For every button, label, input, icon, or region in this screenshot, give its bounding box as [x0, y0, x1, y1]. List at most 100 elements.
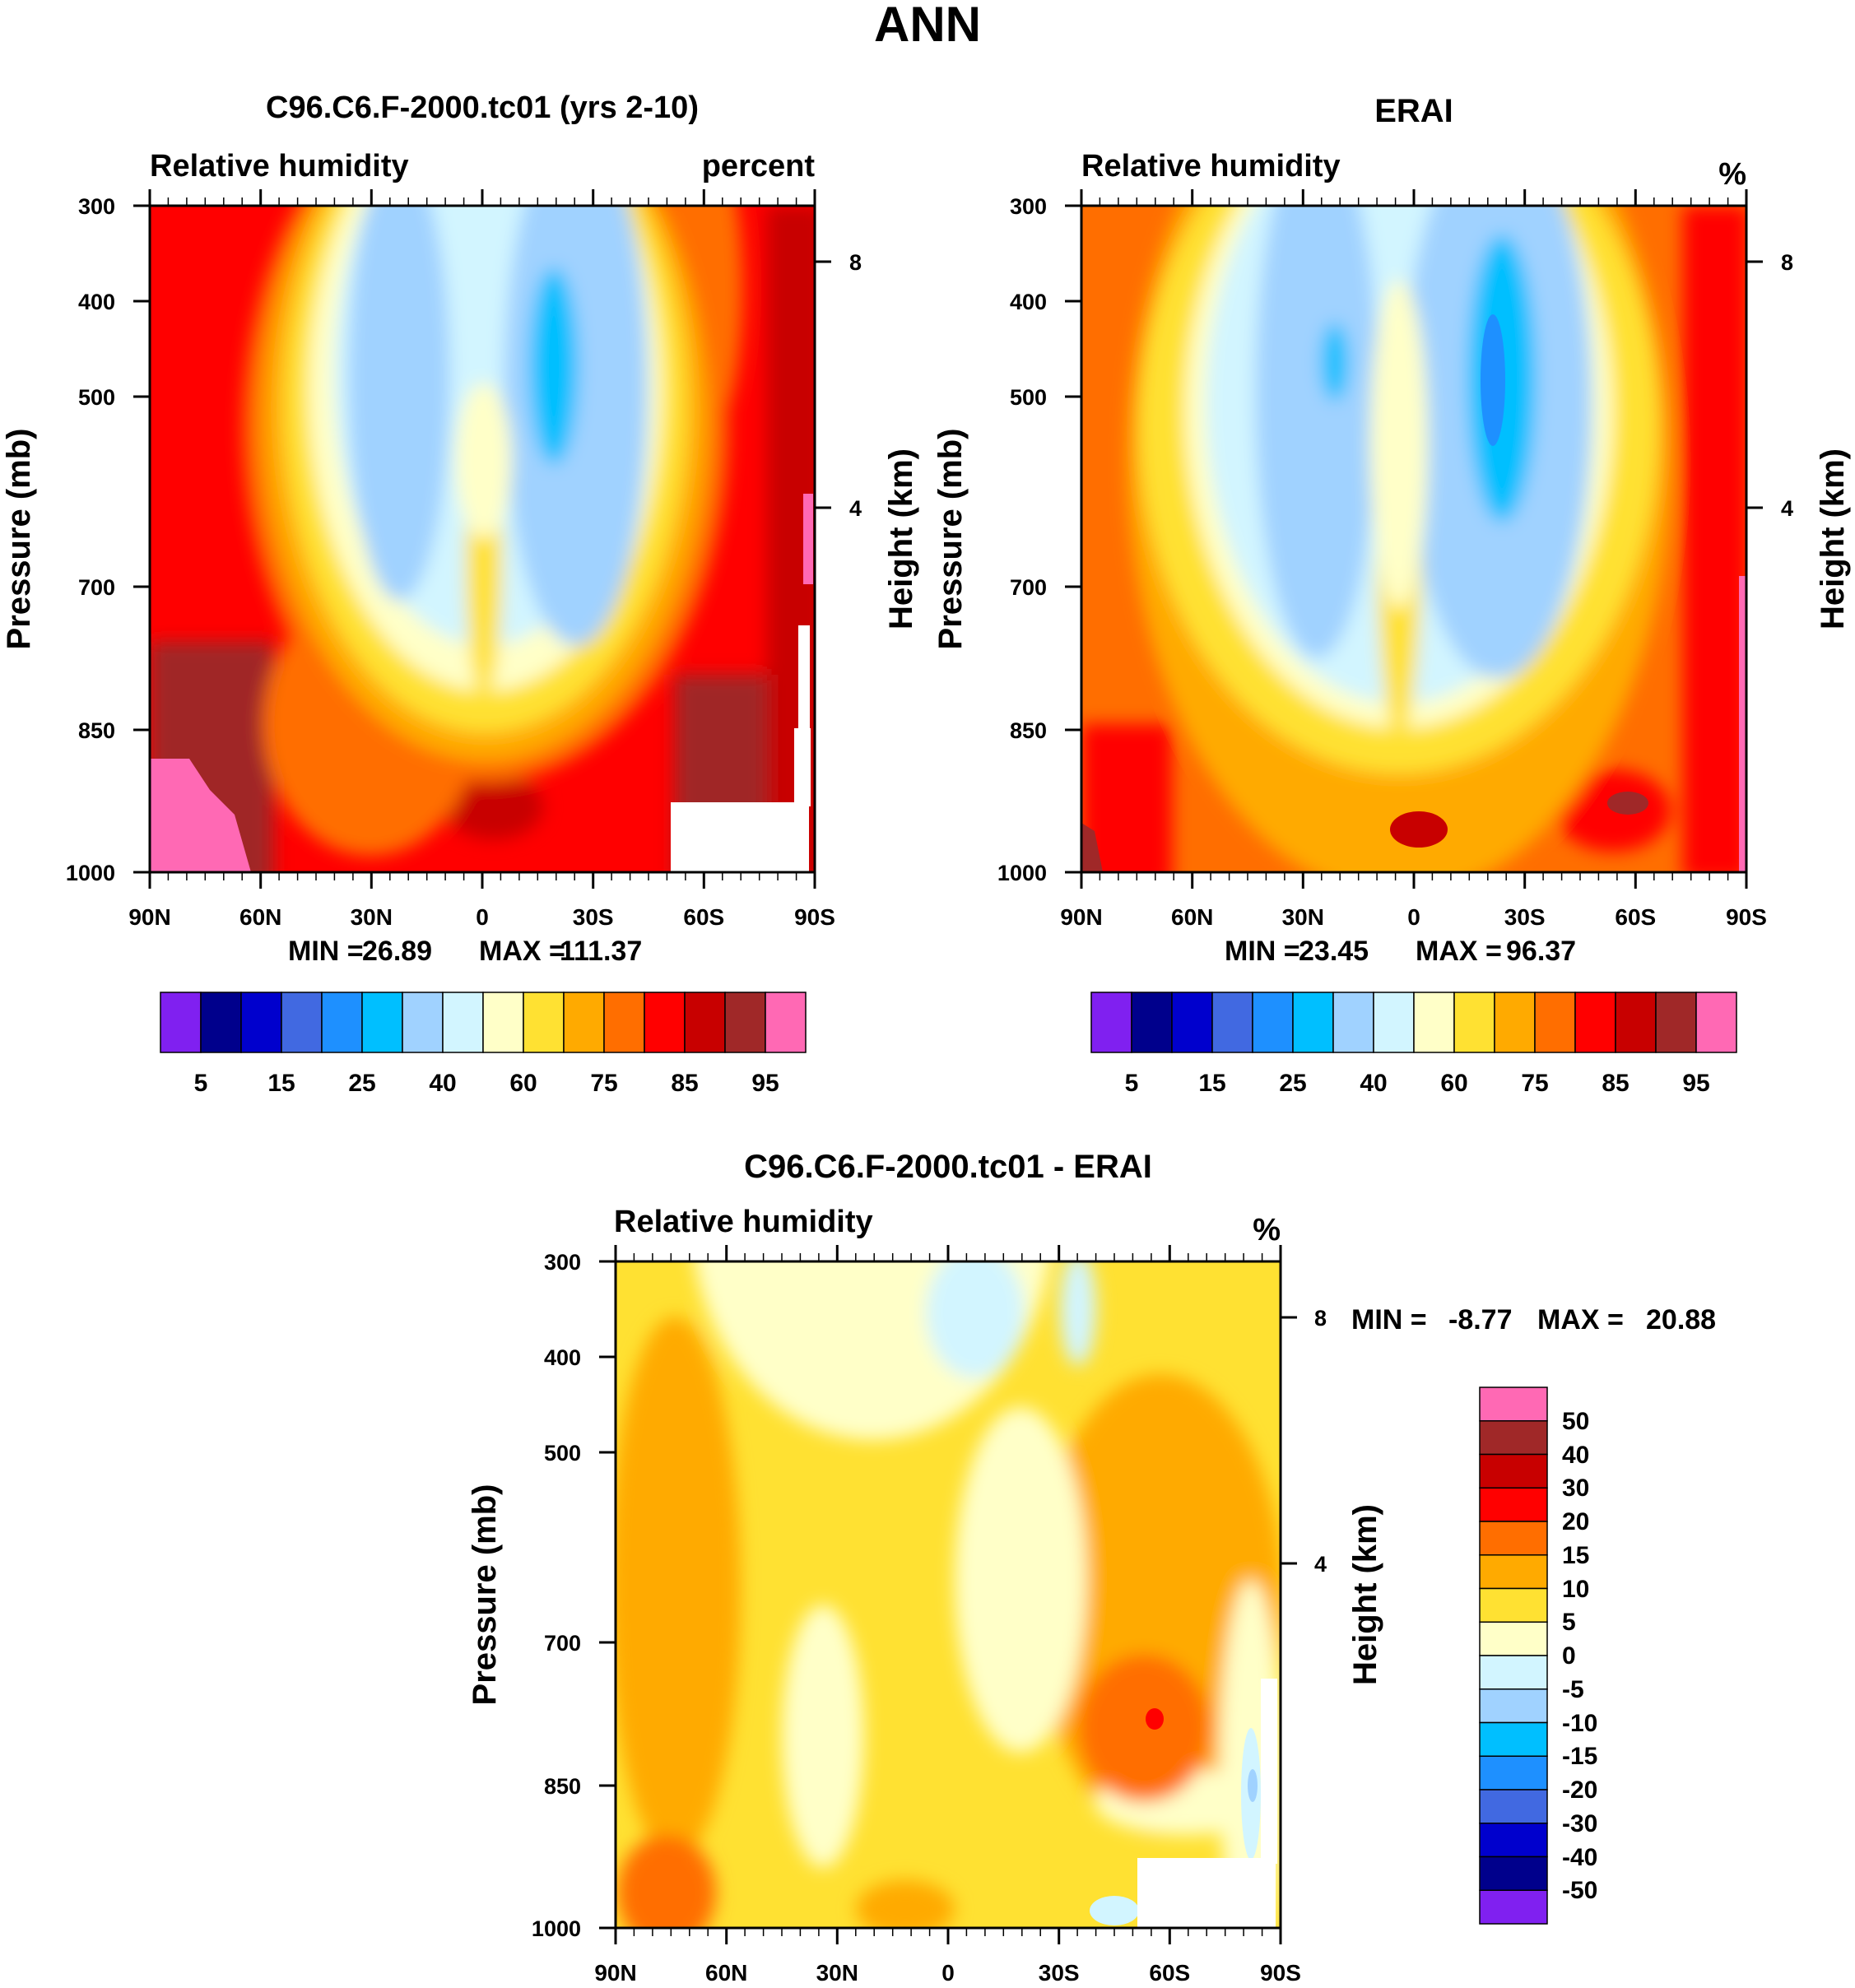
colorbar-swatch: [603, 992, 645, 1053]
colorbar-swatch: [1332, 992, 1374, 1053]
y-tick-label: 300: [1010, 194, 1047, 219]
y-tick-label: 700: [544, 1631, 581, 1656]
colorbar-swatch: [724, 992, 766, 1053]
x-tick-label: 60N: [1171, 904, 1213, 930]
colorbar-swatch: [442, 992, 484, 1053]
y-tick-label: 400: [1010, 290, 1047, 314]
colorbar-swatch: [1479, 1487, 1548, 1522]
colorbar-swatch: [1695, 992, 1737, 1053]
panel-obs: ERAI Relative humidity %: [932, 93, 1851, 1097]
colorbar-swatch: [1131, 992, 1173, 1053]
y-tick-label: 500: [78, 385, 115, 410]
x-tick-label: 30S: [1039, 1960, 1080, 1986]
x-tick-label: 90N: [594, 1960, 636, 1986]
colorbar-label: 60: [509, 1070, 537, 1097]
colorbar-swatch: [1413, 992, 1455, 1053]
panel-diff-axes: [599, 1245, 1297, 1944]
panel-model-contour-field: [150, 206, 815, 872]
x-tick-label: 60N: [239, 904, 281, 930]
colorbar-swatch: [1479, 1587, 1548, 1623]
y-tick-label: 1000: [532, 1916, 581, 1941]
colorbar-label: -5: [1562, 1676, 1584, 1703]
panel-diff-y-tick-labels: 300 400 500 700 850 1000: [532, 1250, 581, 1941]
x-tick-label: 30N: [816, 1960, 858, 1986]
y-tick-label: 1000: [997, 861, 1047, 885]
colorbar-swatch: [1211, 992, 1253, 1053]
y-tick-label: 1000: [66, 861, 115, 885]
colorbar-swatch: [1479, 1823, 1548, 1858]
x-tick-label: 60N: [705, 1960, 747, 1986]
colorbar-label: 40: [1360, 1070, 1387, 1097]
colorbar-swatch: [1479, 1554, 1548, 1590]
y-tick-label: 850: [1010, 718, 1047, 743]
colorbar-swatch: [1090, 992, 1132, 1053]
x-tick-label: 90S: [1260, 1960, 1301, 1986]
max-value: 20.88: [1646, 1304, 1716, 1335]
colorbar-swatch: [240, 992, 282, 1053]
colorbar-swatch: [1479, 1721, 1548, 1757]
panel-obs-min-max: MIN = 23.45 MAX = 96.37: [1225, 936, 1576, 967]
colorbar-labels: 5 15 25 40 60 75 85 95: [194, 1070, 779, 1097]
panel-obs-variable: Relative humidity: [1081, 149, 1341, 183]
x-tick-label: 30S: [573, 904, 614, 930]
x-tick-label: 0: [476, 904, 489, 930]
panel-obs-colorbar: 5 15 25 40 60 75 85 95: [1090, 992, 1737, 1097]
panel-diff-title: C96.C6.F-2000.tc01 - ERAI: [744, 1149, 1152, 1185]
min-value: -8.77: [1448, 1304, 1513, 1335]
colorbar-swatch: [1292, 992, 1334, 1053]
colorbar-label: 0: [1562, 1642, 1576, 1670]
panel-diff-colorbar: 50 40 30 20 15 10 5 0 -5 -10 -15 -20 -30…: [1479, 1386, 1597, 1925]
panel-obs-contour-field: [1081, 206, 1746, 872]
colorbar-swatch: [1479, 1420, 1548, 1456]
colorbar-swatches: [160, 992, 807, 1053]
figure-title: ANN: [874, 0, 981, 52]
colorbar-swatch: [1655, 992, 1697, 1053]
panel-obs-x-tick-labels: 90N 60N 30N 0 30S 60S 90S: [1060, 904, 1767, 930]
panel-model-min-max: MIN = 26.89 MAX = 111.37: [288, 936, 642, 967]
colorbar-swatch: [1479, 1755, 1548, 1791]
colorbar-label: 20: [1562, 1508, 1589, 1535]
colorbar-label: 95: [1682, 1070, 1709, 1097]
max-value: 96.37: [1506, 936, 1576, 967]
colorbar-swatch: [1479, 1856, 1548, 1891]
x-tick-label: 60S: [1149, 1960, 1190, 1986]
colorbar-label: 10: [1562, 1576, 1589, 1603]
colorbar-label: 75: [590, 1070, 617, 1097]
y-tick-label: 300: [78, 194, 115, 219]
panel-obs-axes: [1065, 189, 1763, 889]
x-tick-label: 90S: [1726, 904, 1767, 930]
colorbar-labels: 50 40 30 20 15 10 5 0 -5 -10 -15 -20 -30…: [1562, 1408, 1597, 1904]
colorbar-label: -15: [1562, 1743, 1597, 1770]
panel-diff-height-tick-labels: 8 4: [1314, 1306, 1327, 1577]
colorbar-swatch: [1479, 1386, 1548, 1422]
colorbar-swatch: [1479, 1789, 1548, 1824]
colorbar-swatch: [200, 992, 242, 1053]
colorbar-label: 5: [194, 1070, 208, 1097]
y-tick-label: 300: [544, 1250, 581, 1275]
colorbar-label: -20: [1562, 1777, 1597, 1804]
max-label: MAX =: [1416, 936, 1502, 967]
colorbar-label: 95: [751, 1070, 779, 1097]
x-tick-label: 60S: [683, 904, 724, 930]
colorbar-swatch: [1252, 992, 1294, 1053]
colorbar-swatch: [1615, 992, 1657, 1053]
height-tick-label: 4: [849, 496, 862, 521]
panel-model: C96.C6.F-2000.tc01 (yrs 2-10) Relative h…: [1, 91, 919, 1097]
height-tick-label: 4: [1314, 1552, 1327, 1577]
y-tick-label: 400: [78, 290, 115, 314]
y-tick-label: 400: [544, 1345, 581, 1370]
colorbar-swatch: [482, 992, 524, 1053]
max-label: MAX =: [479, 936, 565, 967]
colorbar-swatch: [321, 992, 363, 1053]
colorbar-swatch: [1574, 992, 1616, 1053]
panel-diff-variable: Relative humidity: [614, 1205, 873, 1239]
panel-obs-y-tick-labels: 300 400 500 700 850 1000: [997, 194, 1047, 885]
colorbar-label: -40: [1562, 1844, 1597, 1871]
colorbar-swatch: [1534, 992, 1576, 1053]
y-tick-label: 500: [1010, 385, 1047, 410]
min-label: MIN =: [288, 936, 364, 967]
panel-model-x-tick-labels: 90N 60N 30N 0 30S 60S 90S: [128, 904, 835, 930]
colorbar-swatch: [1479, 1453, 1548, 1489]
x-tick-label: 30N: [1282, 904, 1324, 930]
